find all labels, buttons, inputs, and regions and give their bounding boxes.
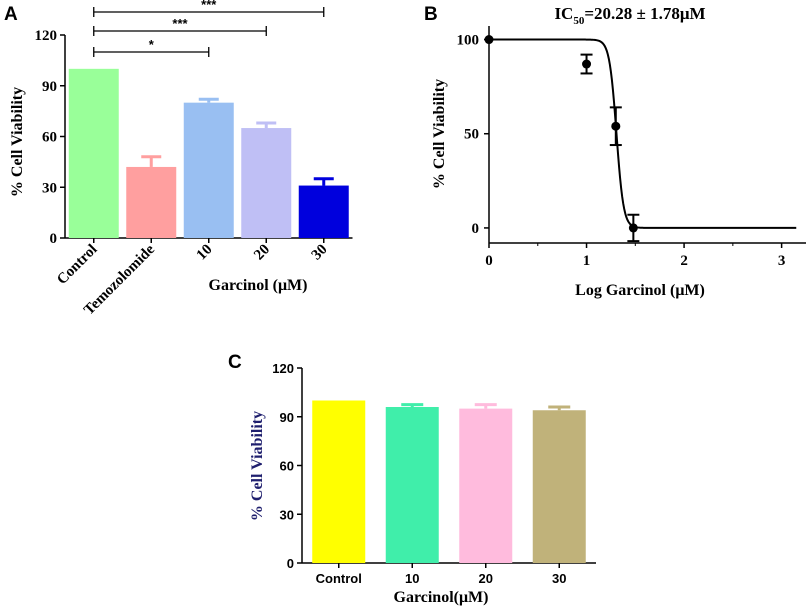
chart-a-xlabel: Garcinol (μM) (209, 277, 308, 294)
chart-b-point (484, 35, 494, 45)
chart-a-xtick-label: 20 (251, 242, 273, 264)
chart-a-ytick-label: 90 (42, 79, 57, 95)
panel-b-letter: B (424, 4, 438, 25)
chart-b-ylabel: % Cell Viability (431, 79, 448, 189)
panel-a-letter: A (4, 4, 18, 25)
chart-b-xtick-label: 2 (680, 253, 688, 269)
chart-b-xtick-label: 3 (778, 253, 786, 269)
chart-a-sig-label: * (149, 37, 155, 52)
chart-a-xtick-label: 10 (194, 242, 216, 264)
chart-a-bar (298, 185, 349, 238)
chart-a-ytick-label: 60 (42, 130, 57, 146)
chart-c-xlabel: Garcinol(μM) (394, 589, 489, 606)
chart-b-xtick-label: 1 (583, 253, 591, 269)
chart-c-ytick-label: 30 (280, 507, 294, 522)
chart-b-xtick-label: 0 (485, 253, 493, 269)
panel-c-letter: C (228, 352, 242, 373)
chart-c-xtick-label: Control (316, 571, 362, 586)
chart-a-bar (68, 68, 119, 238)
chart-b-ytick-label: 0 (472, 221, 480, 237)
chart-c-bar (459, 408, 513, 563)
chart-c-xtick-label: 10 (405, 571, 419, 586)
chart-b-ytick-label: 100 (457, 33, 480, 49)
chart-b-title-value: =20.28 ± 1.78μM (584, 4, 705, 23)
chart-b-title-ic: IC (554, 4, 573, 23)
chart-b-xlabel: Log Garcinol (μM) (575, 282, 705, 299)
chart-b-point (628, 223, 638, 233)
chart-c-ylabel: % Cell Viability (249, 411, 266, 521)
chart-a-bar (126, 166, 177, 238)
chart-b-ytick-label: 50 (464, 127, 479, 143)
chart-b: IC50=20.28 ± 1.78μM % Cell Viability Log… (431, 4, 806, 299)
chart-a-xtick-label: Control (54, 242, 100, 288)
chart-a: % Cell Viability Garcinol (μM) 0 30 60 90 12… (9, 0, 353, 318)
chart-b-title-sub: 50 (573, 15, 585, 27)
chart-c-bar (532, 410, 586, 563)
chart-c-ytick-label: 90 (280, 410, 294, 425)
chart-c-bar (312, 400, 366, 563)
chart-a-ytick-label: 30 (42, 180, 57, 196)
chart-c-bar (385, 407, 439, 563)
chart-c-ytick-label: 0 (287, 556, 294, 571)
chart-a-xtick-label: 30 (309, 242, 331, 264)
chart-c-xtick-label: 20 (479, 571, 493, 586)
chart-a-sig-label: *** (201, 0, 217, 12)
chart-a-ylabel: % Cell Viability (9, 87, 26, 197)
chart-a-ytick-label: 0 (50, 231, 58, 247)
chart-b-fit-curve (489, 38, 797, 229)
chart-a-ytick-label: 120 (35, 28, 58, 44)
chart-b-title: IC50=20.28 ± 1.78μM (554, 4, 705, 27)
chart-c-ytick-label: 60 (280, 459, 294, 474)
chart-b-point (611, 121, 621, 131)
chart-a-sig-label: *** (172, 16, 188, 31)
chart-a-bar (241, 128, 292, 238)
chart-c-xtick-label: 30 (552, 571, 566, 586)
chart-a-bar (183, 102, 234, 239)
chart-c-ytick-label: 120 (272, 361, 294, 376)
chart-b-point (582, 59, 592, 69)
chart-c: % Cell Viability Garcinol(μM) 0 30 60 90 120… (249, 361, 596, 606)
